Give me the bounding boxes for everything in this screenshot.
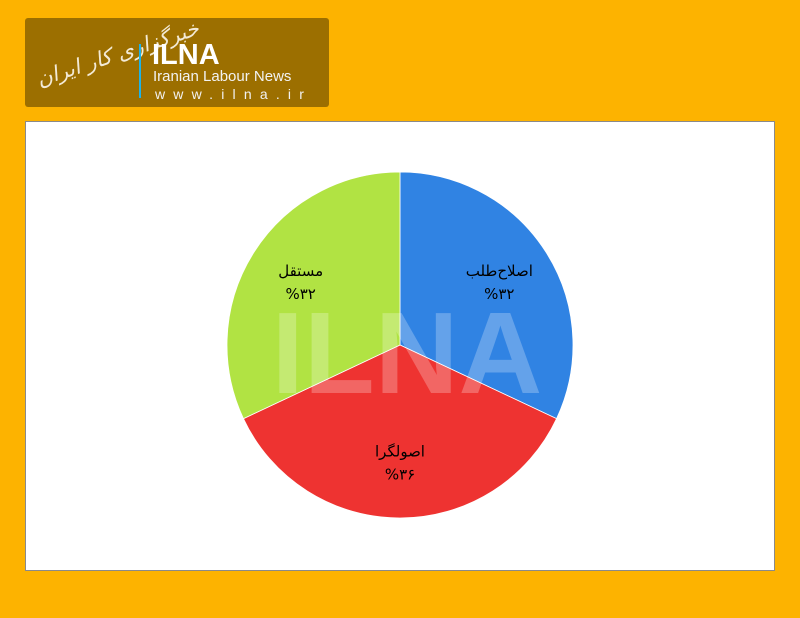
slice-value-label: %۳۲ <box>484 285 514 303</box>
pie-slice-1 <box>399 171 574 420</box>
slice-category-label: اصلاح‌طلب <box>466 262 533 280</box>
logo-subtitle: Iranian Labour News <box>153 68 292 85</box>
watermark: ILNA <box>272 288 543 418</box>
slice-category-label: مستقل <box>278 262 323 280</box>
slice-category-label: اصولگرا <box>375 443 425 461</box>
slice-value-label: %۳۶ <box>385 466 415 484</box>
logo-title: ILNA <box>152 39 220 71</box>
logo-url: www.ilna.ir <box>155 86 313 102</box>
pie-slice-3 <box>226 171 401 420</box>
logo-divider <box>139 44 141 98</box>
ilna-logo: خبرگزاری کار ایران ILNA Iranian Labour N… <box>25 16 329 107</box>
slice-value-label: %۳۲ <box>285 285 315 303</box>
pie-slice-2 <box>242 344 558 519</box>
